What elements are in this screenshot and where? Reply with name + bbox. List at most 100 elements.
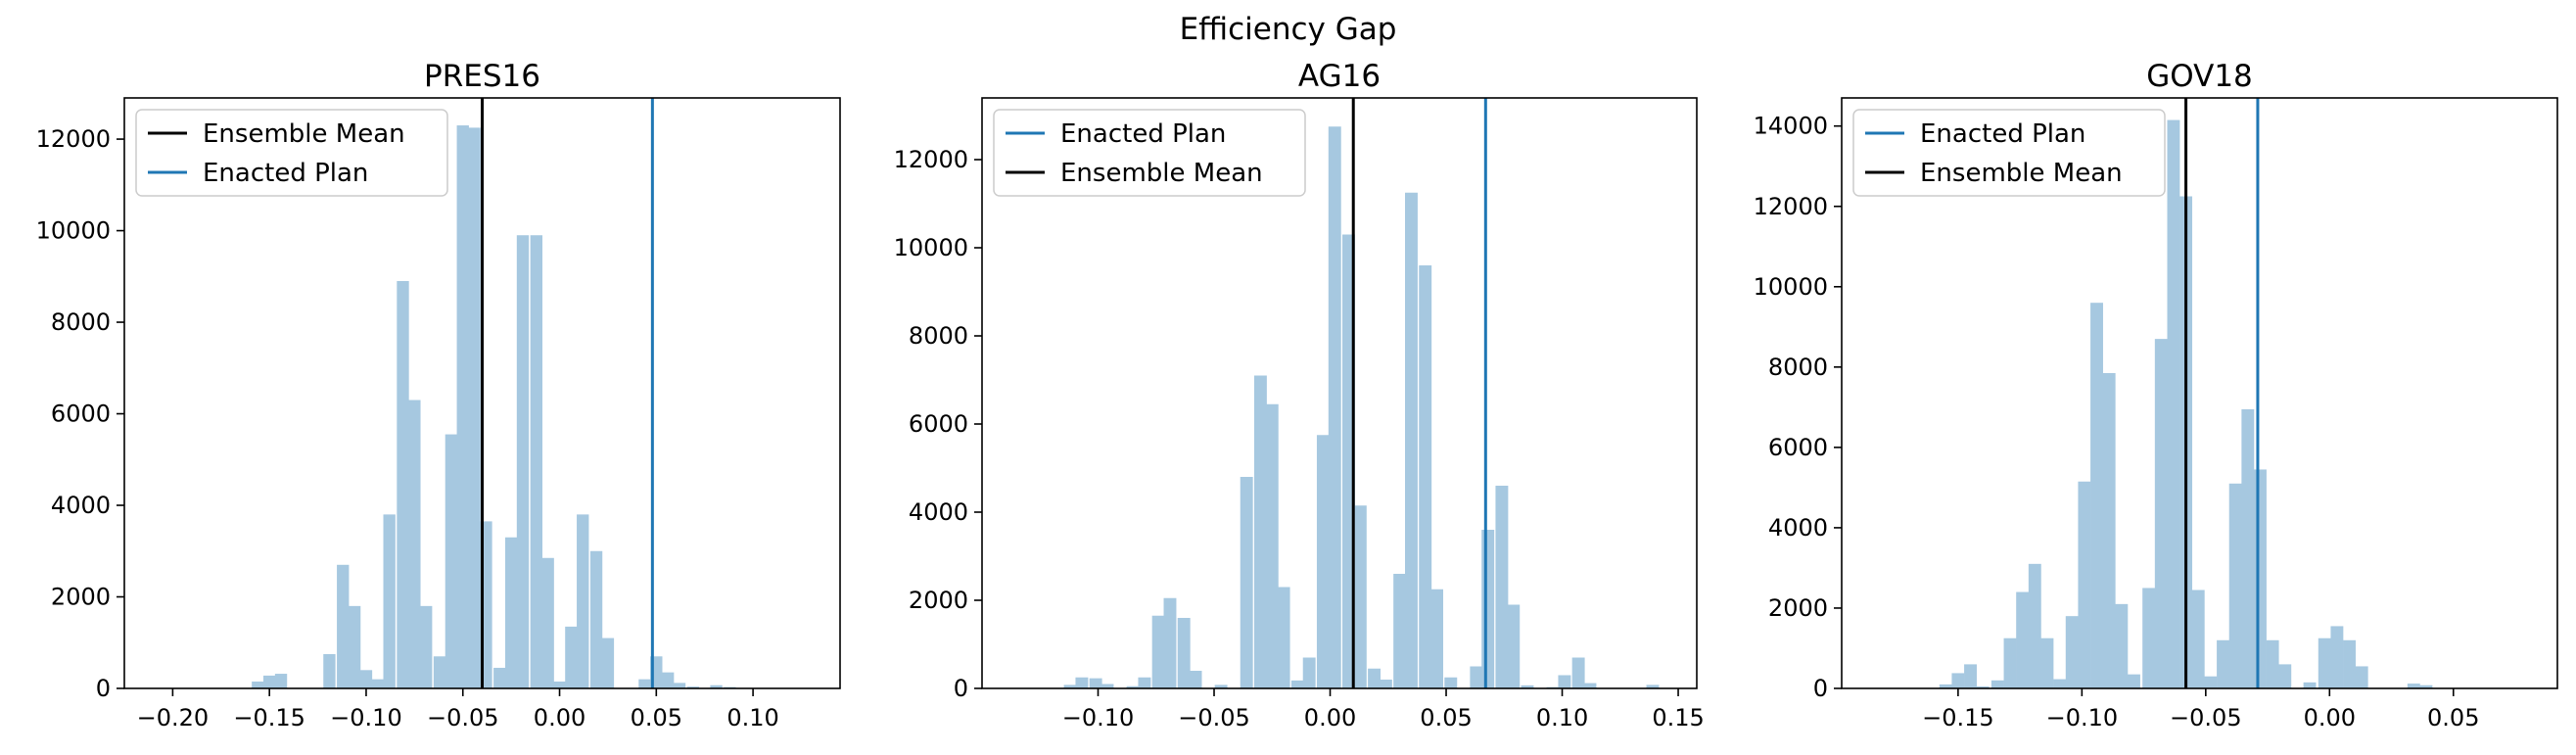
gov18-histogram-bar [2419, 684, 2433, 688]
ag16-y-tick-label: 8000 [909, 322, 968, 350]
gov18-histogram-bar [1951, 673, 1965, 688]
gov18-histogram-bar [2330, 626, 2344, 688]
pres16-legend: Ensemble Mean Enacted Plan [135, 109, 448, 197]
ag16-y-tick-label: 4000 [909, 498, 968, 526]
gov18-axes-frame [1841, 97, 2558, 689]
pres16-histogram-bar [673, 683, 686, 688]
ag16-y-tick-label: 6000 [909, 410, 968, 438]
ag16-x-tick-label: −0.05 [1178, 704, 1250, 731]
ag16-histogram-bar [1342, 234, 1355, 688]
ag16-y-tick-label: 2000 [909, 587, 968, 614]
gov18-x-tick-label: −0.15 [1922, 704, 1994, 731]
pres16-y-tick-label: 2000 [51, 584, 111, 611]
ag16-histogram-bar [1558, 675, 1571, 688]
ag16-y-tick-label: 10000 [894, 234, 968, 261]
pres16-histogram-bar [359, 670, 373, 688]
ag16-histogram-bar [1444, 677, 1458, 688]
gov18-histogram-bar [2318, 637, 2331, 688]
pres16-histogram-bar [601, 637, 615, 688]
pres16-histogram-bar [565, 626, 578, 688]
pres16-y-tick-label: 8000 [51, 308, 111, 336]
pres16-x-tick-label: −0.05 [427, 704, 499, 731]
gov18-histogram-bar [2303, 682, 2317, 688]
ag16-histogram-bar [1126, 685, 1140, 688]
pres16-histogram-bar [433, 656, 446, 688]
gov18-histogram-bar [1964, 664, 1977, 688]
ag16-y-tick-label: 0 [954, 675, 968, 702]
ag16-histogram-bar [1495, 486, 1509, 688]
pres16-y-tick-label: 10000 [36, 217, 111, 245]
pres16-histogram-bar [383, 514, 396, 688]
gov18-histogram-bar [2241, 408, 2255, 688]
pres16-histogram-bar [371, 679, 384, 688]
gov18-x-tick-label: 0.05 [2427, 704, 2479, 731]
gov18-y-tick-label: 14000 [1754, 113, 1828, 140]
ag16-y-tick-label: 12000 [894, 146, 968, 173]
gov18-histogram-bar [2266, 639, 2279, 688]
gov18-x-tick-label: −0.10 [2046, 704, 2119, 731]
ag16-histogram-bar [1075, 677, 1089, 688]
pres16-histogram-bar [337, 564, 350, 688]
ag16-histogram-bar [1316, 435, 1330, 688]
ag16-x-tick-label: 0.15 [1652, 704, 1704, 731]
pres16-legend-label: Enacted Plan [203, 159, 368, 188]
ag16-histogram-bar [1214, 684, 1228, 688]
ag16-histogram-bar [1521, 684, 1534, 688]
pres16-x-tick-label: −0.15 [233, 704, 305, 731]
ag16-panel: AG16 −0.10 −0.05 0.00 0.05 0.10 0.15 0 2000 4000 6… [894, 59, 1705, 731]
gov18-histogram-bar [1939, 684, 1952, 688]
pres16-histogram-bar [577, 514, 589, 688]
ag16-histogram-bar [1419, 265, 1432, 688]
ag16-histogram-bar [1277, 587, 1290, 688]
ag16-legend: Enacted Plan Ensemble Mean [993, 109, 1306, 197]
ag16-histogram-bar [1646, 684, 1660, 688]
pres16-histogram-bar [397, 280, 409, 688]
pres16-y-tick-label: 12000 [36, 125, 111, 153]
gov18-histogram-bar [2228, 483, 2242, 688]
ag16-histogram-bar [1481, 530, 1495, 688]
ag16-x-tick-label: −0.10 [1062, 704, 1135, 731]
pres16-histogram-bar [710, 684, 723, 688]
ag16-title: AG16 [1298, 59, 1381, 94]
ag16-histogram-bar [1379, 680, 1392, 688]
ag16-histogram-bar [1507, 604, 1521, 688]
gov18-legend-label: Ensemble Mean [1920, 159, 2123, 188]
gov18-y-tick-label: 6000 [1768, 434, 1828, 461]
pres16-histogram-bar [553, 681, 566, 688]
ag16-histogram-bar [1253, 375, 1267, 688]
pres16-histogram-bar [323, 653, 336, 688]
ag16-histogram-bar [1393, 574, 1407, 688]
ag16-legend-label: Enacted Plan [1060, 119, 1226, 149]
gov18-title: GOV18 [2146, 59, 2253, 94]
ag16-histogram-bar [1063, 684, 1077, 688]
ag16-histogram-bar [1368, 668, 1382, 688]
gov18-legend: Enacted Plan Ensemble Mean [1852, 109, 2166, 197]
ag16-histogram-bar [1177, 618, 1191, 688]
gov18-histogram-bar [2217, 639, 2229, 688]
gov18-y-tick-label: 4000 [1768, 514, 1828, 542]
ag16-histogram-bar [1138, 677, 1151, 688]
pres16-x-tick-label: −0.20 [137, 704, 210, 731]
ag16-histogram-bar [1290, 680, 1304, 688]
ag16-histogram-bar [1089, 678, 1102, 688]
gov18-histogram-bar [2040, 637, 2054, 688]
pres16-legend-label: Ensemble Mean [203, 119, 405, 149]
pres16-histogram-bar [252, 681, 264, 688]
gov18-histogram-bar [2407, 684, 2420, 688]
gov18-histogram-bar [1976, 685, 1990, 688]
gov18-y-tick-label: 10000 [1754, 273, 1828, 301]
ag16-histogram-bar [1265, 403, 1279, 688]
pres16-histogram-bar [493, 667, 506, 688]
gov18-histogram-bar [2065, 616, 2079, 688]
pres16-x-tick-label: −0.10 [330, 704, 402, 731]
gov18-histogram-bar [2191, 590, 2205, 688]
ag16-histogram-bar [1571, 657, 1585, 688]
pres16-histogram-bar [408, 400, 421, 688]
ag16-x-tick-label: 0.00 [1304, 704, 1356, 731]
gov18-histogram-bar [2016, 591, 2030, 688]
pres16-title: PRES16 [424, 59, 540, 94]
pres16-y-tick-label: 6000 [51, 401, 111, 428]
gov18-histogram-bar [2078, 481, 2091, 688]
pres16-axes-frame [123, 97, 841, 689]
